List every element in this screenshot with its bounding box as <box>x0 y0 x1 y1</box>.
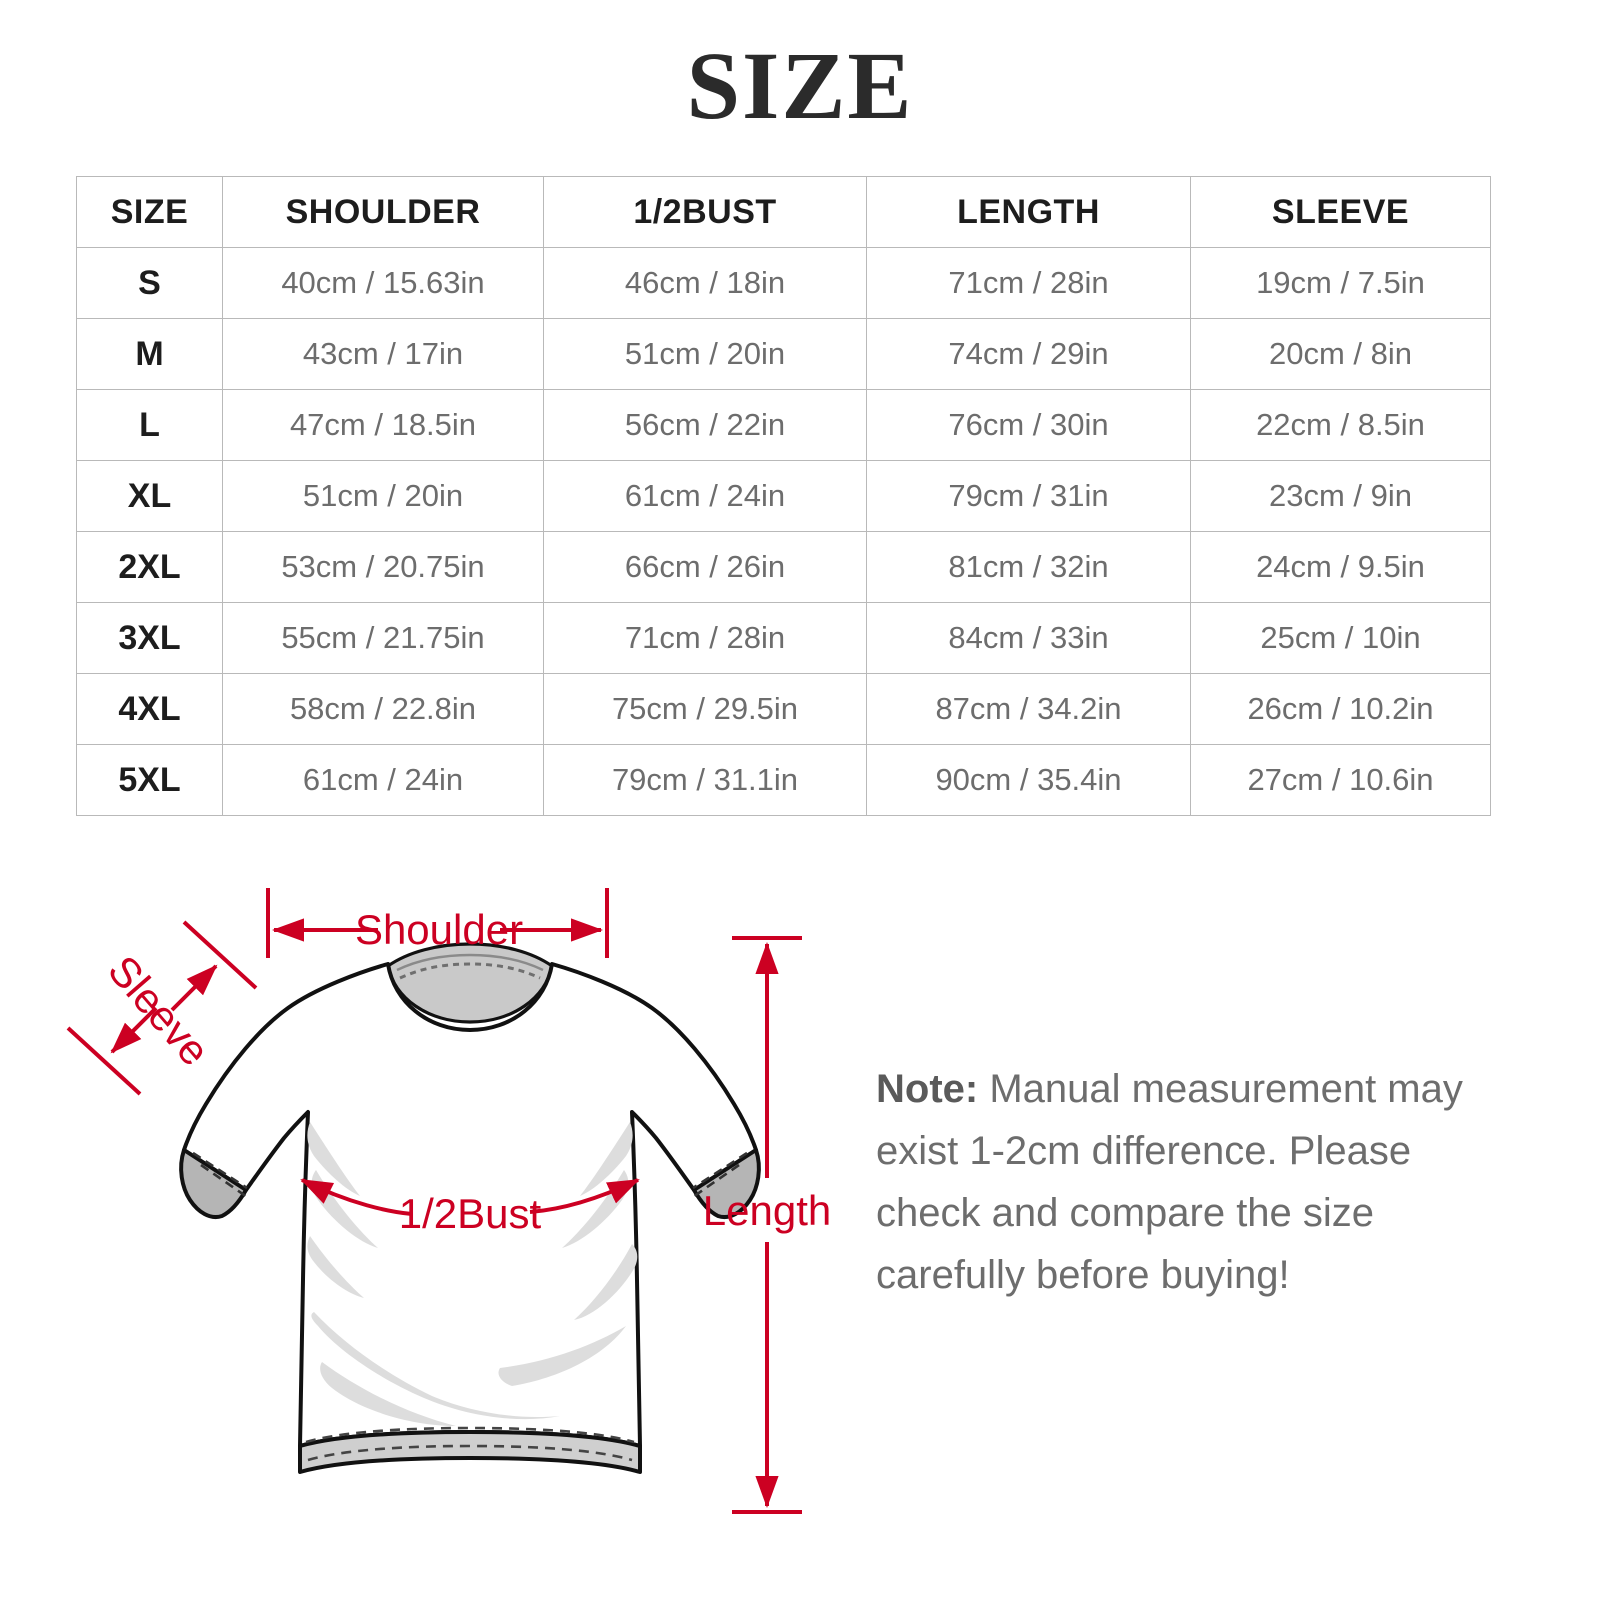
cell-shoulder: 51cm / 20in <box>222 460 544 532</box>
tshirt-drawing <box>179 942 761 1474</box>
page-title: SIZE <box>686 32 914 139</box>
column-header-size: SIZE <box>76 176 223 248</box>
sleeve-tick-lower <box>66 1026 142 1096</box>
cell-bust: 61cm / 24in <box>543 460 867 532</box>
cell-size: M <box>76 318 223 390</box>
sleeve-tick-upper <box>182 920 258 990</box>
column-header-sleeve: SLEEVE <box>1190 176 1491 248</box>
cell-bust: 46cm / 18in <box>543 247 867 319</box>
cell-sleeve: 27cm / 10.6in <box>1190 744 1491 816</box>
cell-length: 76cm / 30in <box>866 389 1191 461</box>
collar-edge <box>396 953 544 972</box>
cell-size: L <box>76 389 223 461</box>
cell-size: 4XL <box>76 673 223 745</box>
right-cuff-stitch-outer <box>692 1151 748 1190</box>
right-sleeve-cuff <box>692 1148 761 1219</box>
bust-arrow-left <box>300 1178 413 1216</box>
table-row: 5XL 61cm / 24in 79cm / 31.1in 90cm / 35.… <box>76 744 1491 816</box>
cell-shoulder: 47cm / 18.5in <box>222 389 544 461</box>
collar-stitch <box>399 962 541 980</box>
note-block: Note: Manual measurement may exist 1-2cm… <box>876 1058 1516 1306</box>
cell-sleeve: 24cm / 9.5in <box>1190 531 1491 603</box>
left-cuff-stitch-outer <box>192 1151 248 1190</box>
tshirt-measurement-illustration: Shoulder Sleeve 1/2Bust Length <box>66 888 831 1514</box>
cell-bust: 75cm / 29.5in <box>543 673 867 745</box>
cell-bust: 79cm / 31.1in <box>543 744 867 816</box>
cell-shoulder: 55cm / 21.75in <box>222 602 544 674</box>
table-row: S 40cm / 15.63in 46cm / 18in 71cm / 28in… <box>76 247 1491 319</box>
cell-bust: 51cm / 20in <box>543 318 867 390</box>
cell-length: 81cm / 32in <box>866 531 1191 603</box>
cell-size: 2XL <box>76 531 223 603</box>
right-cuff-stitch-inner <box>689 1163 740 1201</box>
cell-size: 3XL <box>76 602 223 674</box>
cell-length: 79cm / 31in <box>866 460 1191 532</box>
note-text: Manual measurement may exist 1-2cm diffe… <box>876 1067 1463 1297</box>
hem-stitch-upper <box>305 1426 635 1444</box>
table-row: 3XL 55cm / 21.75in 71cm / 28in 84cm / 33… <box>76 602 1491 674</box>
cell-bust: 56cm / 22in <box>543 389 867 461</box>
sleeve-arrow-upper <box>170 964 218 1012</box>
cell-sleeve: 25cm / 10in <box>1190 602 1491 674</box>
table-row: M 43cm / 17in 51cm / 20in 74cm / 29in 20… <box>76 318 1491 390</box>
sleeve-arrow-lower <box>110 1006 158 1054</box>
bust-label: 1/2Bust <box>399 1190 542 1237</box>
table-header: SIZE SHOULDER 1/2BUST LENGTH SLEEVE <box>76 176 1491 248</box>
cell-sleeve: 23cm / 9in <box>1190 460 1491 532</box>
cell-sleeve: 26cm / 10.2in <box>1190 673 1491 745</box>
measurement-diagram: Shoulder Sleeve 1/2Bust Length <box>0 840 1600 1560</box>
table-row: 4XL 58cm / 22.8in 75cm / 29.5in 87cm / 3… <box>76 673 1491 745</box>
cell-length: 74cm / 29in <box>866 318 1191 390</box>
left-cuff-stitch-inner <box>200 1163 251 1201</box>
cell-length: 90cm / 35.4in <box>866 744 1191 816</box>
table-header-row: SIZE SHOULDER 1/2BUST LENGTH SLEEVE <box>76 176 1491 248</box>
cell-shoulder: 40cm / 15.63in <box>222 247 544 319</box>
cell-sleeve: 22cm / 8.5in <box>1190 389 1491 461</box>
cell-length: 87cm / 34.2in <box>866 673 1191 745</box>
table-row: XL 51cm / 20in 61cm / 24in 79cm / 31in 2… <box>76 460 1491 532</box>
cell-bust: 71cm / 28in <box>543 602 867 674</box>
column-header-bust: 1/2BUST <box>543 176 867 248</box>
table-body: S 40cm / 15.63in 46cm / 18in 71cm / 28in… <box>76 247 1491 816</box>
cell-shoulder: 61cm / 24in <box>222 744 544 816</box>
hem-stitch-lower <box>307 1444 633 1462</box>
cell-size: S <box>76 247 223 319</box>
cell-length: 71cm / 28in <box>866 247 1191 319</box>
cell-sleeve: 20cm / 8in <box>1190 318 1491 390</box>
size-chart-table: SIZE SHOULDER 1/2BUST LENGTH SLEEVE S 40… <box>76 176 1491 816</box>
length-label: Length <box>703 1187 831 1234</box>
cell-shoulder: 58cm / 22.8in <box>222 673 544 745</box>
cell-length: 84cm / 33in <box>866 602 1191 674</box>
table-row: L 47cm / 18.5in 56cm / 22in 76cm / 30in … <box>76 389 1491 461</box>
note-label: Note: <box>876 1067 979 1111</box>
cell-bust: 66cm / 26in <box>543 531 867 603</box>
cell-size: 5XL <box>76 744 223 816</box>
column-header-length: LENGTH <box>866 176 1191 248</box>
sleeve-label: Sleeve <box>99 947 219 1075</box>
bust-arrow-right <box>529 1178 640 1214</box>
shoulder-label: Shoulder <box>355 906 523 953</box>
table-row: 2XL 53cm / 20.75in 66cm / 26in 81cm / 32… <box>76 531 1491 603</box>
left-sleeve-cuff <box>179 1148 248 1219</box>
cell-shoulder: 43cm / 17in <box>222 318 544 390</box>
size-chart-table-container: SIZE SHOULDER 1/2BUST LENGTH SLEEVE S 40… <box>76 176 1491 816</box>
cell-sleeve: 19cm / 7.5in <box>1190 247 1491 319</box>
column-header-shoulder: SHOULDER <box>222 176 544 248</box>
cell-size: XL <box>76 460 223 532</box>
cell-shoulder: 53cm / 20.75in <box>222 531 544 603</box>
bottom-hem <box>298 1430 642 1474</box>
